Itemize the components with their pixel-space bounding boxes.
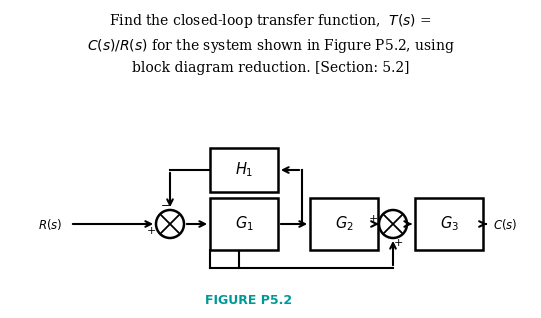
- Circle shape: [156, 210, 184, 238]
- Polygon shape: [415, 198, 483, 250]
- Text: $C(s)$: $C(s)$: [493, 217, 517, 232]
- Text: +: +: [146, 226, 156, 236]
- Text: FIGURE P5.2: FIGURE P5.2: [205, 294, 293, 307]
- Polygon shape: [210, 148, 278, 192]
- Text: $G_2$: $G_2$: [335, 215, 353, 233]
- Polygon shape: [310, 198, 378, 250]
- Circle shape: [379, 210, 407, 238]
- Text: $R(s)$: $R(s)$: [38, 217, 62, 232]
- Text: +: +: [393, 238, 403, 248]
- Text: $G_1$: $G_1$: [235, 215, 253, 233]
- Text: −: −: [161, 201, 171, 211]
- Text: +: +: [368, 214, 378, 224]
- Polygon shape: [210, 198, 278, 250]
- Text: $G_3$: $G_3$: [439, 215, 458, 233]
- Text: Find the closed-loop transfer function,  $T(s)$ =
$C(s)/R(s)$ for the system sho: Find the closed-loop transfer function, …: [87, 12, 454, 75]
- Text: $H_1$: $H_1$: [235, 161, 253, 179]
